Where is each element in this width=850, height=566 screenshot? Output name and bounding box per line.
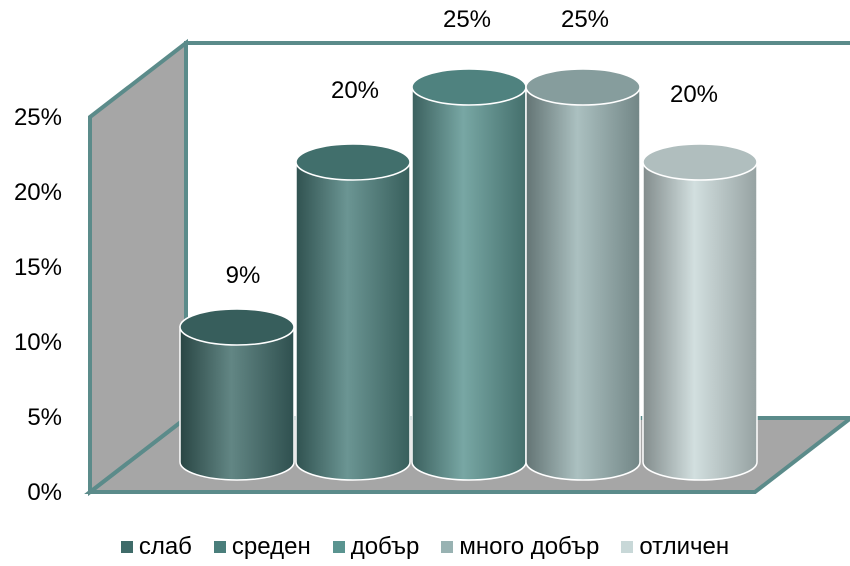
bar-body [642,161,758,481]
bar-body [525,86,641,481]
data-label: 20% [331,77,379,104]
data-label: 20% [670,81,718,108]
y-tick-label: 15% [14,254,62,281]
legend-label: много добър [459,533,600,560]
legend-label: среден [231,533,311,560]
bar-body [411,86,527,481]
legend-item: добър [332,533,420,561]
data-label: 25% [561,6,609,33]
chart-legend: слаб среден добър много добър отличен [0,532,850,562]
bar-3 [411,68,527,481]
bar-top-cap [642,143,758,181]
y-tick-label: 20% [14,179,62,206]
bars [179,68,758,481]
legend-label: слаб [138,533,192,560]
data-label: 9% [226,262,261,289]
bar-body [295,161,411,481]
legend-item: среден [213,533,311,561]
bar-4 [525,68,641,481]
legend-item: отличен [621,533,729,561]
legend-label: отличен [639,533,730,560]
y-tick-label: 25% [14,104,62,131]
legend-swatch [621,541,634,553]
bar-top-cap [295,143,411,181]
y-tick-label: 10% [14,329,62,356]
y-axis-ticks: 0% 5% 10% 15% 20% 25% [14,104,62,506]
data-labels: 9% 20% 25% 25% 20% [226,6,718,289]
y-tick-label: 5% [27,404,62,431]
legend-item: слаб [120,533,192,561]
bar-2 [295,143,411,481]
bar-top-cap [179,308,295,346]
bar-body [179,326,295,481]
legend-item: много добър [441,533,599,561]
legend-swatch [441,541,454,553]
chart-back-wall [184,41,850,418]
legend-swatch [120,541,133,553]
bar-5 [642,143,758,481]
y-tick-label: 0% [27,479,62,506]
legend-swatch [213,541,226,553]
chart-plot-area: 0% 5% 10% 15% 20% 25% 9% 20% 25% 25% 20% [14,6,850,506]
chart-side-wall [88,38,188,497]
legend-swatch [332,541,345,553]
legend-label: добър [350,533,420,560]
bar-top-cap [525,68,641,106]
bar-1 [179,308,295,481]
bar-top-cap [411,68,527,106]
data-label: 25% [443,6,491,33]
